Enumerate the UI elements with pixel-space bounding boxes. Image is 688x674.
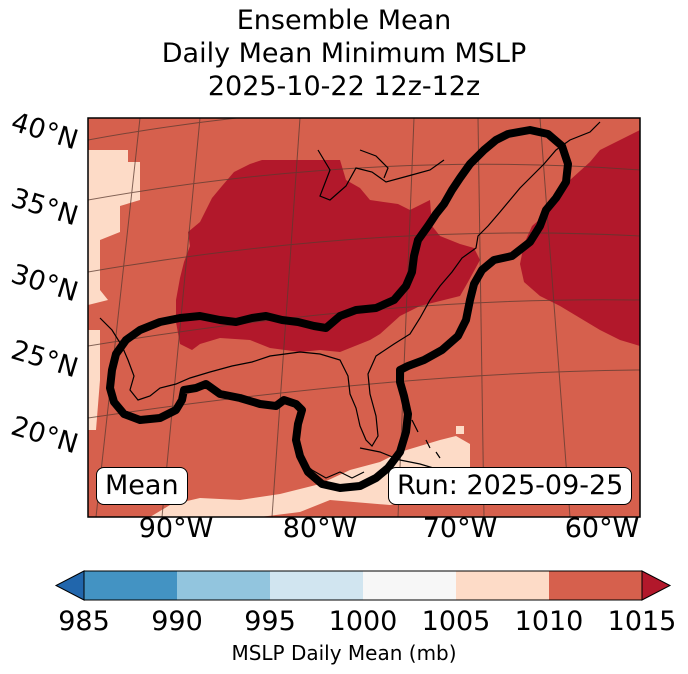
meridian-65w [477, 118, 485, 517]
map-panel [88, 118, 640, 517]
colorbar-tick-1005: 1005 [421, 606, 491, 637]
colorbar-bin-990-995 [177, 571, 270, 600]
field-1005-1010-gulfwest [88, 330, 100, 430]
lon-label-80w: 80°W [282, 513, 358, 544]
map-title-line-2: Daily Mean Minimum MSLP [161, 38, 527, 69]
great-lakes [317, 149, 445, 201]
colorbar-extend-under [54, 570, 85, 601]
parallel-40n [88, 118, 242, 141]
lon-label-90w: 90°W [138, 513, 214, 544]
colorbar-bin-995-1000 [270, 571, 363, 600]
colorbar-tick-995: 995 [244, 606, 296, 637]
parallel-20n [88, 369, 640, 419]
mslp-contour [106, 126, 572, 492]
colorbar-bin-1010-1015 [549, 571, 642, 600]
colorbar-label: MSLP Daily Mean (mb) [231, 641, 457, 665]
colorbar-bin-1000-1005 [363, 571, 456, 600]
lon-label-70w: 70°W [422, 513, 498, 544]
field-1005-1010-west [88, 150, 140, 305]
colorbar-tick-985: 985 [58, 606, 110, 637]
bahamas [411, 419, 441, 459]
field-above-1015-central [176, 160, 480, 352]
colorbar-bin-1005-1010 [456, 571, 549, 600]
mean-box: Mean [96, 467, 188, 505]
parallel-30n [88, 232, 640, 273]
field-above-1015-east [520, 130, 640, 346]
map-frame [87, 117, 641, 518]
colorbar-tick-1010: 1010 [514, 606, 584, 637]
colorbar-bin-985-990 [84, 571, 177, 600]
colorbar-frame [83, 570, 643, 601]
map-title-line-3: 2025-10-22 12z-12z [207, 71, 481, 102]
meridian-95w [95, 118, 141, 517]
lon-label-60w: 60°W [564, 513, 640, 544]
lake-huron [359, 149, 389, 179]
colorbar-tick-1015: 1015 [607, 606, 677, 637]
meridian-60w [539, 118, 571, 517]
map-title-line-1: Ensemble Mean [236, 5, 452, 36]
colorbar-extend-over [641, 570, 672, 601]
colorbar-tick-990: 990 [151, 606, 203, 637]
run-date-box: Run: 2025-09-25 [388, 467, 633, 505]
field-1005-1010-patch [456, 426, 464, 434]
colorbar [54, 570, 672, 601]
gulf-coast [99, 121, 601, 447]
colorbar-tick-1000: 1000 [328, 606, 398, 637]
